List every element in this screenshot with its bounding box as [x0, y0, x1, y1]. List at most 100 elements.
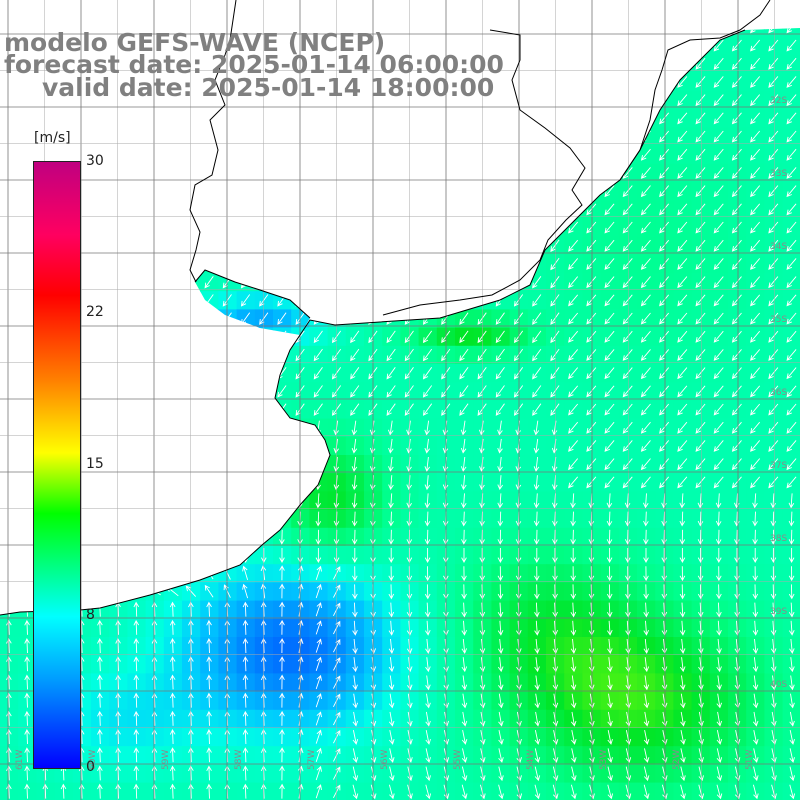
wind-arrow [278, 493, 285, 509]
wind-arrow [495, 94, 505, 107]
wind-cell [218, 273, 238, 292]
wind-cell [0, 345, 19, 365]
wind-arrow [606, 566, 613, 582]
wind-cell [127, 345, 147, 365]
wind-arrow [568, 330, 579, 343]
wind-arrow [497, 548, 504, 563]
wind-arrow [697, 584, 704, 600]
wind-cell [236, 509, 256, 529]
wind-cell [218, 345, 238, 365]
wind-cell [618, 327, 638, 347]
wind-cell [182, 546, 201, 565]
wind-cell [0, 109, 19, 128]
wind-arrow [22, 330, 32, 344]
wind-arrow [752, 657, 759, 673]
wind-cell [764, 273, 784, 292]
wind-arrow [716, 657, 722, 673]
wind-arrow [186, 130, 196, 143]
wind-arrow [149, 276, 160, 289]
wind-arrow [788, 493, 795, 509]
wind-arrow [497, 529, 504, 545]
wind-cell [273, 436, 292, 456]
wind-arrow [206, 747, 212, 763]
wind-arrow [351, 438, 358, 454]
wind-arrow [695, 28, 706, 34]
wind-cell [327, 182, 347, 201]
wind-arrow [604, 458, 615, 471]
wind-cell [764, 109, 784, 128]
wind-arrow [169, 3, 177, 14]
colorbar-tick-30: 30 [86, 153, 104, 169]
wind-arrow [277, 148, 287, 162]
wind-arrow [313, 239, 323, 253]
wind-arrow [495, 403, 505, 416]
wind-arrow [640, 258, 651, 270]
wind-arrow [279, 765, 285, 781]
wind-cell [145, 327, 165, 347]
wind-arrow [459, 166, 469, 180]
wind-arrow [533, 475, 540, 491]
wind-arrow [96, 493, 103, 509]
wind-arrow [459, 130, 469, 143]
wind-cell [91, 509, 110, 529]
wind-arrow [586, 185, 597, 198]
wind-arrow [147, 569, 161, 578]
wind-arrow [640, 39, 651, 52]
wind-arrow [78, 783, 85, 799]
wind-arrow [386, 148, 396, 162]
wind-cell [600, 273, 620, 292]
wind-cell [200, 145, 219, 165]
wind-arrow [422, 367, 433, 380]
wind-arrow [497, 657, 504, 673]
wind-cell [728, 236, 747, 256]
wind-arrow [679, 602, 686, 618]
wind-arrow [22, 203, 32, 216]
wind-cell [600, 36, 620, 56]
wind-cell [163, 546, 183, 565]
wind-cell [746, 145, 765, 165]
wind-arrow [568, 349, 579, 361]
wind-cell [691, 382, 711, 401]
wind-arrow [113, 203, 123, 216]
wind-arrow [731, 203, 742, 216]
wind-arrow [204, 257, 214, 271]
wind-cell [254, 382, 274, 401]
wind-arrow [24, 529, 30, 545]
wind-arrow [313, 276, 323, 289]
wind-arrow [568, 57, 579, 70]
wind-arrow [752, 511, 758, 527]
wind-arrow [149, 203, 160, 216]
wind-arrow [352, 548, 358, 563]
wind-cell [618, 455, 638, 474]
wind-cell [728, 254, 747, 274]
wind-arrow [115, 493, 121, 509]
wind-cell [127, 455, 147, 474]
wind-cell [236, 254, 256, 274]
wind-cell [564, 36, 583, 56]
wind-arrow [532, 367, 542, 380]
wind-arrow [424, 420, 430, 436]
wind-arrow [5, 456, 12, 472]
wind-cell [764, 345, 784, 365]
wind-arrow [115, 438, 121, 454]
wind-arrow [677, 312, 688, 325]
wind-arrow [425, 620, 431, 636]
wind-cell [564, 382, 583, 401]
wind-arrow [713, 403, 724, 416]
wind-arrow [604, 76, 615, 88]
wind-arrow [770, 529, 777, 545]
wind-cell [254, 218, 274, 238]
wind-cell [418, 254, 438, 274]
wind-cell [600, 200, 620, 219]
wind-cell [691, 236, 711, 256]
wind-arrow [786, 349, 797, 361]
wind-arrow [713, 112, 724, 125]
wind-arrow [24, 710, 30, 726]
wind-arrow [713, 239, 724, 252]
wind-arrow [532, 312, 542, 325]
wind-cell [527, 345, 547, 365]
wind-cell [91, 382, 110, 401]
wind-cell [91, 254, 110, 274]
wind-arrow [640, 330, 651, 343]
wind-arrow [459, 203, 469, 216]
